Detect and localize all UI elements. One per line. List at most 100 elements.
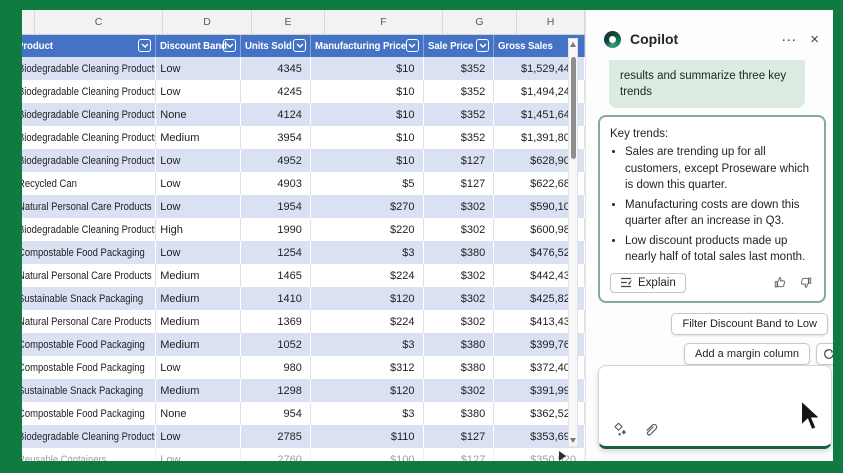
- cell-sale-price[interactable]: $127: [424, 425, 495, 448]
- table-row[interactable]: Natural Personal Care Products Medium 14…: [22, 264, 585, 287]
- cell-units-sold[interactable]: 2785: [241, 425, 311, 448]
- cell-gross-sales[interactable]: $622,681: [494, 172, 585, 195]
- prompt-guide-icon[interactable]: [613, 422, 627, 437]
- cell-product[interactable]: Biodegradable Cleaning Products: [22, 126, 157, 149]
- scroll-right-icon[interactable]: [559, 451, 566, 461]
- cell-gross-sales[interactable]: $425,820: [494, 287, 585, 310]
- column-letter-d[interactable]: D: [163, 10, 252, 34]
- cell-sale-price[interactable]: $302: [424, 287, 495, 310]
- cell-discount-band[interactable]: Low: [156, 172, 242, 195]
- thumbs-up-icon[interactable]: [774, 276, 787, 289]
- column-letter-e[interactable]: E: [252, 10, 325, 34]
- table-row[interactable]: Compostable Food Packaging Low 980 $312 …: [22, 356, 585, 379]
- table-row[interactable]: Biodegradable Cleaning Products High 199…: [22, 218, 585, 241]
- cell-discount-band[interactable]: Medium: [156, 264, 242, 287]
- table-row[interactable]: Biodegradable Cleaning Products Low 4345…: [22, 57, 585, 80]
- cell-product[interactable]: Recycled Can: [22, 172, 157, 195]
- cell-sale-price[interactable]: $302: [424, 310, 495, 333]
- cell-gross-sales[interactable]: $1,529,440: [494, 57, 585, 80]
- column-letter-b-sliver[interactable]: [22, 10, 35, 34]
- cell-units-sold[interactable]: 1954: [241, 195, 311, 218]
- cell-manufacturing-price[interactable]: $3: [311, 402, 424, 425]
- cell-product[interactable]: Compostable Food Packaging: [22, 333, 157, 356]
- vertical-scrollbar[interactable]: [568, 38, 578, 447]
- filter-button-product[interactable]: [138, 39, 152, 52]
- thumbs-down-icon[interactable]: [799, 276, 812, 289]
- table-row[interactable]: Natural Personal Care Products Medium 13…: [22, 310, 585, 333]
- cell-manufacturing-price[interactable]: $120: [311, 287, 424, 310]
- cell-discount-band[interactable]: Low: [156, 149, 242, 172]
- cell-product[interactable]: Sustainable Snack Packaging: [22, 287, 157, 310]
- cell-units-sold[interactable]: 1369: [241, 310, 311, 333]
- cell-sale-price[interactable]: $380: [424, 333, 495, 356]
- scrollbar-thumb[interactable]: [570, 57, 576, 159]
- cell-discount-band[interactable]: Low: [156, 356, 242, 379]
- cell-manufacturing-price[interactable]: $312: [311, 356, 424, 379]
- cell-sale-price[interactable]: $302: [424, 379, 495, 402]
- table-row[interactable]: Recycled Can Low 4903 $5 $127 $622,681: [22, 172, 585, 195]
- cell-manufacturing-price[interactable]: $220: [311, 218, 424, 241]
- cell-discount-band[interactable]: None: [156, 103, 242, 126]
- cell-units-sold[interactable]: 1410: [241, 287, 311, 310]
- table-row[interactable]: Biodegradable Cleaning Products Low 2785…: [22, 425, 585, 448]
- filter-button-manufacturing-price[interactable]: [405, 39, 419, 52]
- more-options-icon[interactable]: ···: [781, 30, 797, 48]
- cell-discount-band[interactable]: High: [156, 218, 242, 241]
- suggestion-chip-filter[interactable]: Filter Discount Band to Low: [671, 313, 828, 335]
- refresh-suggestions-button[interactable]: [816, 343, 833, 365]
- cell-product[interactable]: Sustainable Snack Packaging: [22, 379, 157, 402]
- column-letter-c[interactable]: C: [35, 10, 163, 34]
- cell-units-sold[interactable]: 1990: [241, 218, 311, 241]
- cell-units-sold[interactable]: 4124: [241, 103, 311, 126]
- cell-discount-band[interactable]: Medium: [156, 379, 242, 402]
- cell-product[interactable]: Biodegradable Cleaning Products: [22, 103, 157, 126]
- cell-product[interactable]: Biodegradable Cleaning Products: [22, 57, 157, 80]
- cell-gross-sales[interactable]: $1,391,808: [494, 126, 585, 149]
- cell-product[interactable]: Compostable Food Packaging: [22, 402, 157, 425]
- table-row[interactable]: Sustainable Snack Packaging Medium 1298 …: [22, 379, 585, 402]
- cell-units-sold[interactable]: 3954: [241, 126, 311, 149]
- cell-product[interactable]: Reusable Containers: [22, 448, 157, 461]
- cell-units-sold[interactable]: 1052: [241, 333, 311, 356]
- cell-discount-band[interactable]: Medium: [156, 310, 242, 333]
- column-letter-h[interactable]: H: [517, 10, 585, 34]
- cell-manufacturing-price[interactable]: $100: [311, 448, 424, 461]
- explain-button[interactable]: Explain: [610, 272, 686, 293]
- cell-units-sold[interactable]: 1254: [241, 241, 311, 264]
- cell-units-sold[interactable]: 1298: [241, 379, 311, 402]
- cell-discount-band[interactable]: None: [156, 402, 242, 425]
- cell-units-sold[interactable]: 2760: [241, 448, 311, 461]
- cell-gross-sales[interactable]: $590,108: [494, 195, 585, 218]
- cell-product[interactable]: Compostable Food Packaging: [22, 356, 157, 379]
- cell-discount-band[interactable]: Low: [156, 80, 242, 103]
- cell-sale-price[interactable]: $352: [424, 103, 495, 126]
- table-row[interactable]: Biodegradable Cleaning Products Medium 3…: [22, 126, 585, 149]
- cell-product[interactable]: Natural Personal Care Products: [22, 264, 157, 287]
- table-row[interactable]: Biodegradable Cleaning Products Low 4245…: [22, 80, 585, 103]
- filter-button-discount-band[interactable]: [223, 39, 237, 52]
- scroll-up-icon[interactable]: [570, 42, 576, 47]
- cell-discount-band[interactable]: Medium: [156, 126, 242, 149]
- cell-product[interactable]: Biodegradable Cleaning Products: [22, 80, 157, 103]
- cell-units-sold[interactable]: 980: [241, 356, 311, 379]
- cell-units-sold[interactable]: 4345: [241, 57, 311, 80]
- cell-product[interactable]: Biodegradable Cleaning Products: [22, 218, 157, 241]
- cell-manufacturing-price[interactable]: $10: [311, 149, 424, 172]
- cell-discount-band[interactable]: Low: [156, 195, 242, 218]
- cell-sale-price[interactable]: $127: [424, 149, 495, 172]
- cell-sale-price[interactable]: $127: [424, 448, 495, 461]
- cell-units-sold[interactable]: 1465: [241, 264, 311, 287]
- cell-sale-price[interactable]: $302: [424, 218, 495, 241]
- table-row[interactable]: Biodegradable Cleaning Products None 412…: [22, 103, 585, 126]
- cell-manufacturing-price[interactable]: $5: [311, 172, 424, 195]
- cell-discount-band[interactable]: Low: [156, 448, 242, 461]
- cell-discount-band[interactable]: Low: [156, 57, 242, 80]
- close-icon[interactable]: ×: [810, 30, 819, 48]
- cell-gross-sales[interactable]: $372,400: [494, 356, 585, 379]
- cell-product[interactable]: Natural Personal Care Products: [22, 310, 157, 333]
- table-header-sale-price[interactable]: Sale Price: [424, 35, 495, 57]
- cell-manufacturing-price[interactable]: $3: [311, 241, 424, 264]
- cell-product[interactable]: Biodegradable Cleaning Products: [22, 149, 157, 172]
- cell-gross-sales[interactable]: $1,494,240: [494, 80, 585, 103]
- cell-manufacturing-price[interactable]: $224: [311, 310, 424, 333]
